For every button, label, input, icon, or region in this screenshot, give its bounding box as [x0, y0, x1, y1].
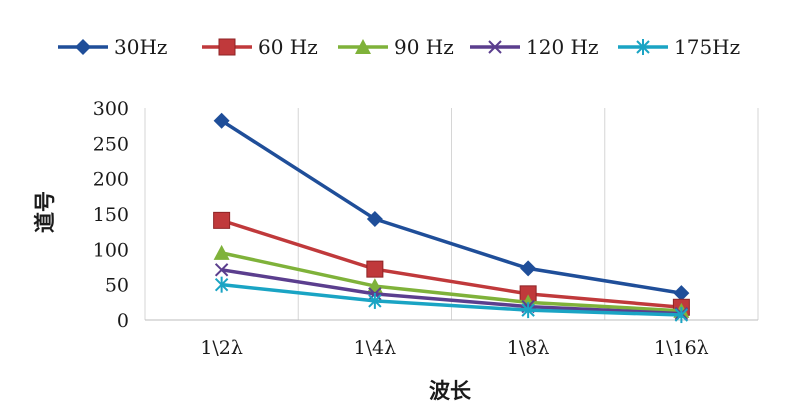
- chart-gridlines: [144, 108, 759, 321]
- y-tick-label: 100: [93, 239, 129, 261]
- y-tick-label: 300: [93, 98, 129, 120]
- legend-marker: [218, 38, 236, 56]
- legend-marker: [355, 39, 371, 54]
- series-line: [220, 119, 682, 295]
- data-point: [366, 260, 384, 278]
- legend-label: 90 Hz: [394, 35, 454, 59]
- legend-marker: [488, 40, 502, 54]
- x-tick-label: 1\16λ: [654, 337, 709, 359]
- data-point: [366, 210, 383, 227]
- data-point: [520, 260, 537, 277]
- x-tick-label: 1\4λ: [354, 337, 397, 359]
- x-tick-label: 1\8λ: [507, 337, 550, 359]
- y-tick-label: 150: [93, 204, 129, 226]
- y-axis-title: 道号: [32, 191, 57, 233]
- legend-marker: [636, 39, 650, 55]
- y-tick-label: 200: [93, 169, 129, 191]
- data-point: [214, 276, 229, 293]
- series-line: [221, 218, 682, 310]
- y-tick-label: 0: [117, 310, 129, 332]
- legend-item: 175Hz: [618, 35, 740, 59]
- series-line: [221, 251, 682, 313]
- x-axis: 1\2λ 1\4λ 1\8λ 1\16λ: [200, 337, 708, 359]
- legend-marker: [75, 39, 91, 55]
- legend-item: 60 Hz: [202, 35, 318, 59]
- chart-series: [213, 112, 690, 324]
- y-tick-label: 50: [105, 275, 129, 297]
- legend-item: 90 Hz: [338, 35, 454, 59]
- data-point: [213, 244, 230, 260]
- data-point: [213, 211, 231, 229]
- series-line: [221, 268, 682, 316]
- legend-label: 175Hz: [674, 35, 740, 59]
- x-axis-title: 波长: [429, 378, 472, 403]
- y-axis: 0 50 100 150 200 250 300: [93, 98, 129, 332]
- chart-legend: 30Hz 60 Hz 90 Hz 120 Hz 175Hz: [58, 35, 740, 59]
- series-4: [214, 276, 689, 324]
- series-0: [213, 112, 690, 302]
- data-point: [674, 307, 689, 324]
- legend-label: 30Hz: [114, 35, 167, 59]
- y-tick-label: 250: [93, 133, 129, 155]
- legend-label: 60 Hz: [258, 35, 318, 59]
- legend-item: 120 Hz: [470, 35, 599, 59]
- data-point: [214, 263, 229, 277]
- data-point: [521, 302, 535, 319]
- legend-item: 30Hz: [58, 35, 167, 59]
- data-point: [368, 292, 382, 309]
- series-line: [221, 282, 682, 317]
- legend-label: 120 Hz: [526, 35, 599, 59]
- x-tick-label: 1\2λ: [200, 337, 243, 359]
- series-1: [213, 211, 690, 316]
- data-point: [673, 285, 690, 302]
- data-point: [213, 112, 230, 129]
